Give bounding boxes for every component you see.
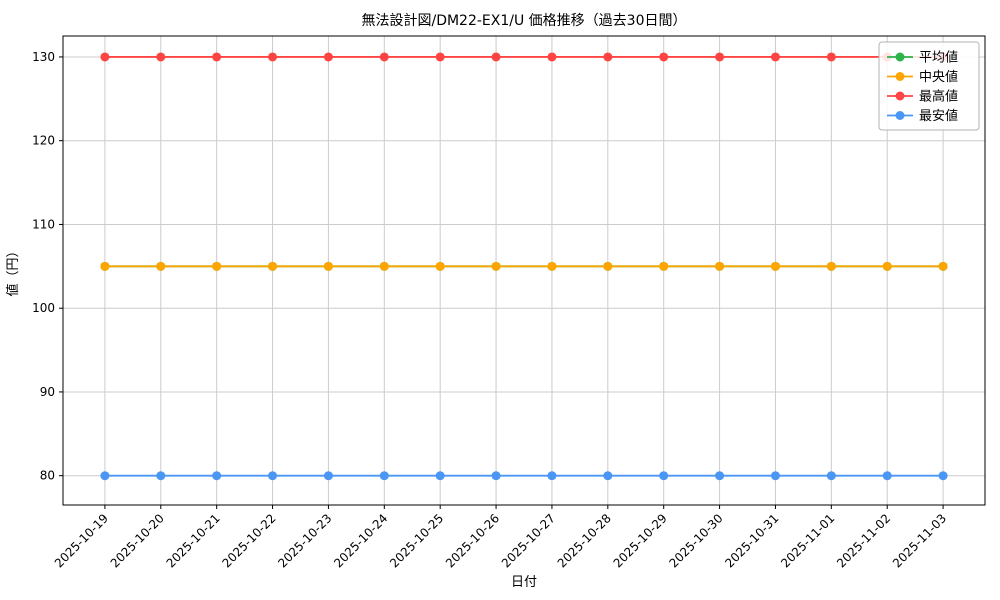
x-axis-label: 日付: [511, 575, 537, 590]
data-point: [715, 52, 725, 62]
data-point: [603, 471, 613, 481]
plot-border: [62, 35, 986, 506]
data-point: [268, 52, 278, 62]
data-point: [435, 471, 445, 481]
data-point: [882, 261, 892, 271]
data-point: [770, 471, 780, 481]
data-point: [491, 261, 501, 271]
data-point: [715, 471, 725, 481]
data-point: [938, 471, 948, 481]
series-3: [100, 471, 948, 481]
y-tick-label: 120: [32, 134, 55, 148]
data-point: [100, 261, 110, 271]
data-point: [491, 52, 501, 62]
data-point: [547, 471, 557, 481]
y-tick-label: 80: [40, 469, 55, 483]
y-tick-label: 130: [32, 50, 55, 64]
data-point: [826, 52, 836, 62]
legend-box: [878, 41, 980, 131]
data-point: [156, 52, 166, 62]
data-point: [268, 471, 278, 481]
data-point: [156, 261, 166, 271]
data-point: [547, 52, 557, 62]
data-point: [268, 261, 278, 271]
y-tick-label: 90: [40, 385, 55, 399]
data-point: [100, 52, 110, 62]
legend-label: 中央値: [919, 69, 958, 85]
data-point: [156, 471, 166, 481]
data-point: [603, 52, 613, 62]
data-point: [826, 471, 836, 481]
legend-marker: [895, 72, 905, 81]
data-point: [770, 261, 780, 271]
data-point: [603, 261, 613, 271]
y-tick-label: 100: [32, 301, 55, 315]
legend-marker: [895, 111, 905, 120]
data-point: [659, 52, 669, 62]
data-point: [826, 261, 836, 271]
axis-ticks: [59, 56, 944, 509]
data-point: [770, 52, 780, 62]
data-point: [715, 261, 725, 271]
data-point: [659, 471, 669, 481]
data-point: [379, 261, 389, 271]
data-point: [323, 471, 333, 481]
data-point: [882, 471, 892, 481]
data-point: [212, 261, 222, 271]
data-point: [938, 261, 948, 271]
data-point: [435, 261, 445, 271]
legend-label: 最高値: [919, 89, 958, 105]
data-point: [379, 52, 389, 62]
data-point: [491, 471, 501, 481]
data-point: [547, 261, 557, 271]
data-point: [212, 52, 222, 62]
legend-label: 平均値: [919, 50, 958, 66]
legend-marker: [895, 91, 905, 101]
y-tick-label: 110: [32, 217, 55, 231]
series-1: [100, 261, 948, 271]
y-axis-label: 値（円）: [5, 244, 21, 296]
data-point: [212, 471, 222, 481]
chart-title: 無法設計図/DM22-EX1/U 価格推移（過去30日間）: [361, 13, 686, 29]
data-point: [100, 471, 110, 481]
data-point: [323, 261, 333, 271]
legend-marker: [895, 52, 905, 62]
data-point: [379, 471, 389, 481]
data-point: [435, 52, 445, 62]
data-point: [659, 261, 669, 271]
legend-label: 最安値: [919, 108, 958, 124]
data-point: [323, 52, 333, 62]
